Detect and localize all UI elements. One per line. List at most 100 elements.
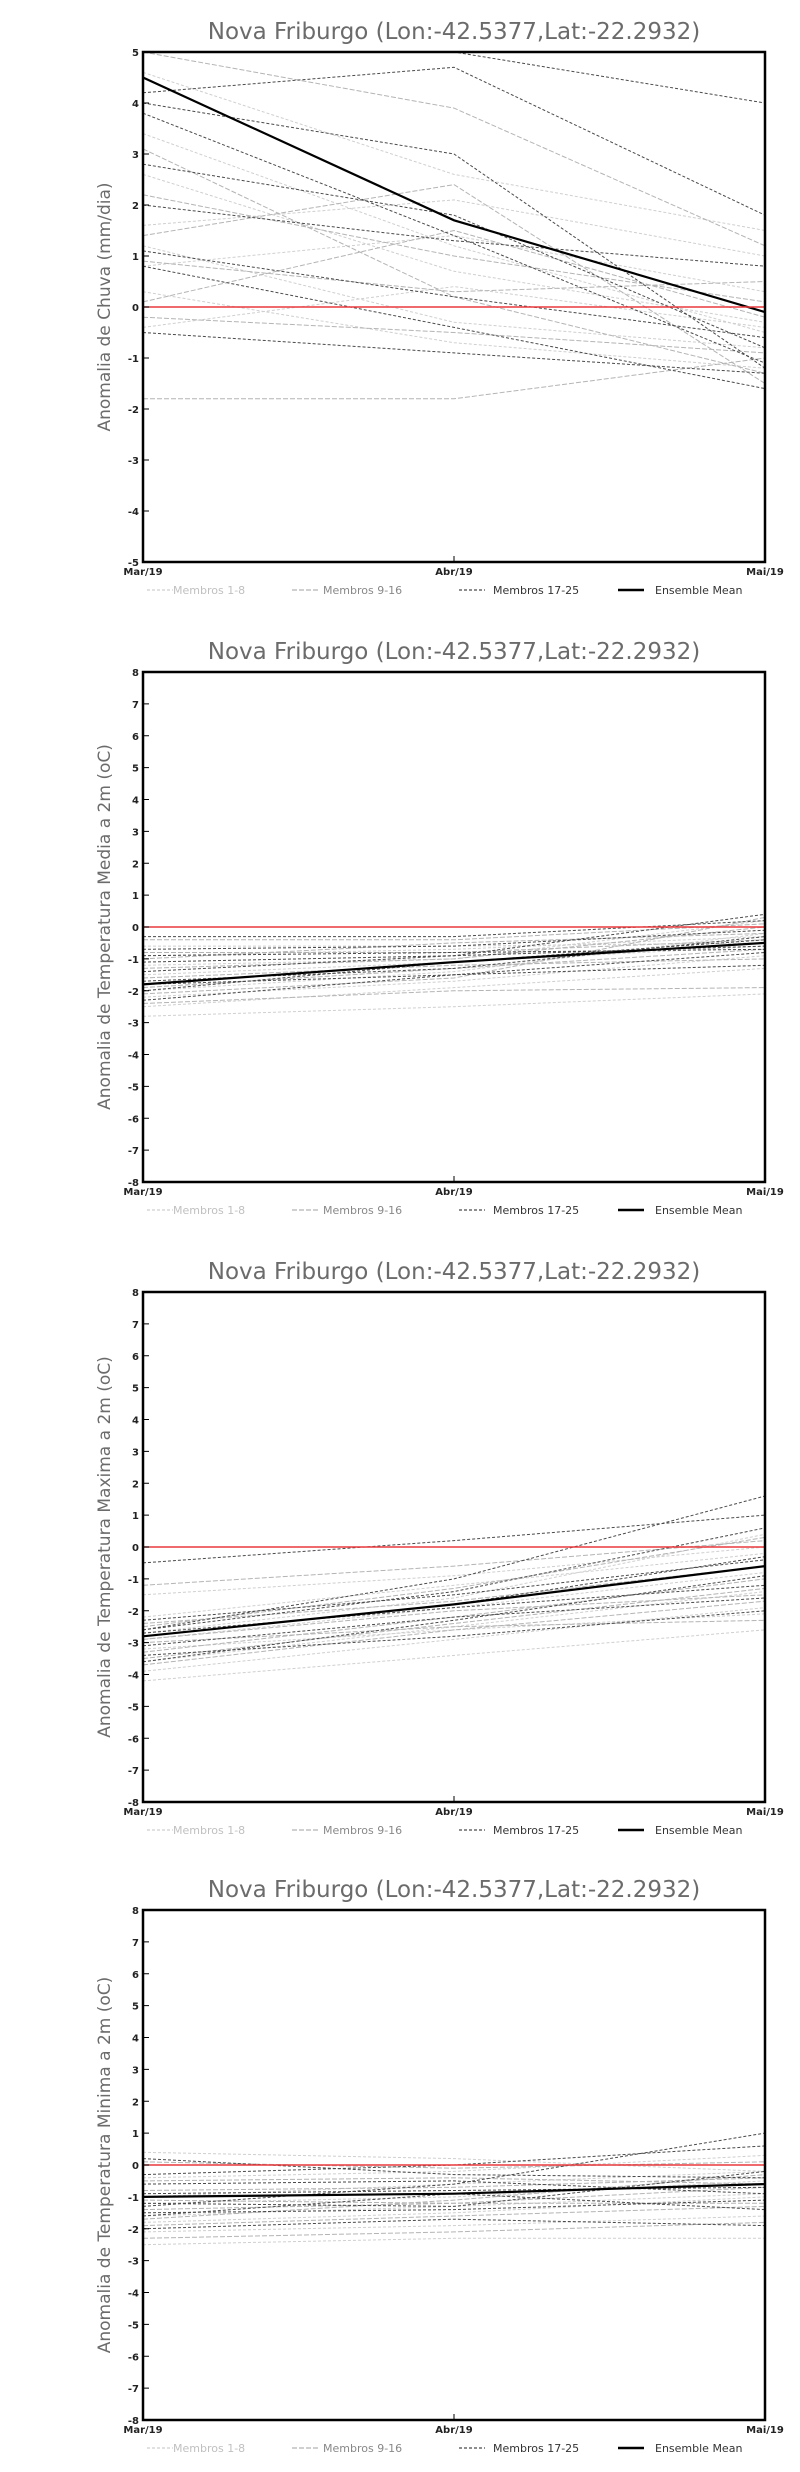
plot-frame	[141, 670, 767, 1184]
member-line	[142, 1556, 766, 1637]
y-tick-label: 3	[132, 150, 139, 161]
member-line	[142, 229, 766, 318]
member-line	[142, 2215, 766, 2233]
member-line	[142, 948, 766, 957]
member-line	[142, 102, 766, 369]
y-tick-label: -8	[128, 1178, 139, 1189]
y-tick-label: 2	[132, 1479, 139, 1490]
y-tick-label: -2	[128, 987, 139, 998]
legend-label: Membros 1-8	[173, 1824, 245, 1837]
x-tick-label: Mar/19	[123, 1807, 162, 1818]
plot-frame	[141, 50, 767, 564]
y-tick-label: 7	[132, 1938, 139, 1949]
chart-panel-3: Nova Friburgo (Lon:-42.5377,Lat:-22.2932…	[95, 1259, 784, 1837]
y-tick-label: -6	[128, 1114, 139, 1125]
member-line	[142, 1607, 766, 1672]
member-line	[142, 936, 766, 982]
member-line	[142, 1572, 766, 1640]
member-line	[142, 932, 766, 960]
y-tick-label: -5	[128, 1702, 139, 1713]
member-line	[142, 286, 766, 328]
chart-title: Nova Friburgo (Lon:-42.5377,Lat:-22.2932…	[208, 19, 700, 45]
y-tick-label: -1	[128, 1575, 139, 1586]
member-line	[142, 71, 766, 231]
y-tick-label: 6	[132, 1352, 139, 1363]
y-tick-label: 0	[132, 303, 139, 314]
member-line	[142, 1536, 766, 1628]
member-line	[142, 1514, 766, 1564]
member-line	[142, 1546, 766, 1596]
y-tick-label: -4	[128, 2289, 139, 2300]
member-line	[142, 967, 766, 1008]
x-tick-label: Abr/19	[435, 567, 472, 578]
member-line	[143, 357, 766, 400]
y-tick-label: 4	[132, 99, 139, 110]
x-tick-label: Abr/19	[435, 2425, 472, 2436]
y-tick-label: 6	[132, 732, 139, 743]
y-tick-label: 1	[132, 1511, 139, 1522]
member-line	[142, 1597, 766, 1647]
ensemble-mean-line	[142, 76, 766, 314]
legend-label: Membros 17-25	[493, 2442, 579, 2455]
ensemble-mean-line	[142, 2183, 766, 2198]
legend-label: Ensemble Mean	[655, 1824, 742, 1837]
member-line	[142, 929, 766, 950]
y-axis-label: Anomalia de Temperatura Minima a 2m (oC)	[95, 1977, 115, 2354]
member-line	[142, 2174, 766, 2220]
legend-label: Ensemble Mean	[655, 1204, 742, 1217]
y-tick-label: -5	[128, 2320, 139, 2331]
y-tick-label: -2	[128, 405, 139, 416]
member-line	[142, 194, 766, 303]
member-line	[142, 2145, 766, 2176]
x-tick-label: Abr/19	[435, 1187, 472, 1198]
member-line	[142, 112, 766, 364]
member-line	[142, 245, 766, 349]
member-line	[142, 1610, 766, 1656]
y-tick-label: -6	[128, 2352, 139, 2363]
y-tick-label: -2	[128, 1607, 139, 1618]
y-tick-label: 4	[132, 796, 139, 807]
y-tick-label: 3	[132, 1447, 139, 1458]
legend-label: Membros 1-8	[173, 584, 245, 597]
x-tick-label: Mar/19	[123, 2425, 162, 2436]
member-line	[142, 235, 766, 293]
y-tick-label: 3	[132, 2065, 139, 2076]
member-line	[142, 1600, 766, 1666]
y-tick-label: -3	[128, 456, 139, 467]
member-line	[142, 173, 766, 323]
member-line	[142, 2237, 765, 2246]
member-line	[142, 2154, 766, 2179]
legend-label: Membros 17-25	[493, 1824, 579, 1837]
member-line	[142, 1559, 766, 1621]
member-line	[142, 2199, 765, 2204]
y-tick-label: -4	[128, 1671, 139, 1682]
member-line	[142, 1552, 766, 1618]
legend-label: Membros 9-16	[323, 1824, 402, 1837]
y-tick-label: 1	[132, 891, 139, 902]
x-tick-label: Mai/19	[746, 567, 784, 578]
y-tick-label: 7	[132, 1320, 139, 1331]
y-tick-label: 2	[132, 2097, 139, 2108]
member-line	[142, 2180, 766, 2204]
member-line	[142, 2221, 766, 2239]
x-tick-label: Mar/19	[123, 1187, 162, 1198]
member-line	[142, 199, 766, 257]
member-line	[142, 265, 766, 390]
ensemble-mean-line	[142, 1565, 766, 1638]
member-line	[142, 958, 766, 979]
y-axis-label: Anomalia de Temperatura Maxima a 2m (oC)	[95, 1356, 115, 1738]
x-tick-label: Mai/19	[746, 2425, 784, 2436]
member-line	[142, 1594, 766, 1640]
member-line	[142, 952, 766, 1001]
member-line	[142, 291, 766, 369]
member-line	[142, 964, 766, 985]
y-tick-label: 2	[132, 201, 139, 212]
y-tick-label: -1	[128, 2193, 139, 2204]
legend-label: Membros 1-8	[173, 1204, 245, 1217]
member-line	[142, 936, 766, 957]
y-tick-label: 1	[132, 252, 139, 263]
member-line	[142, 250, 766, 339]
legend-label: Membros 1-8	[173, 2442, 245, 2455]
y-tick-label: 8	[132, 1288, 139, 1299]
